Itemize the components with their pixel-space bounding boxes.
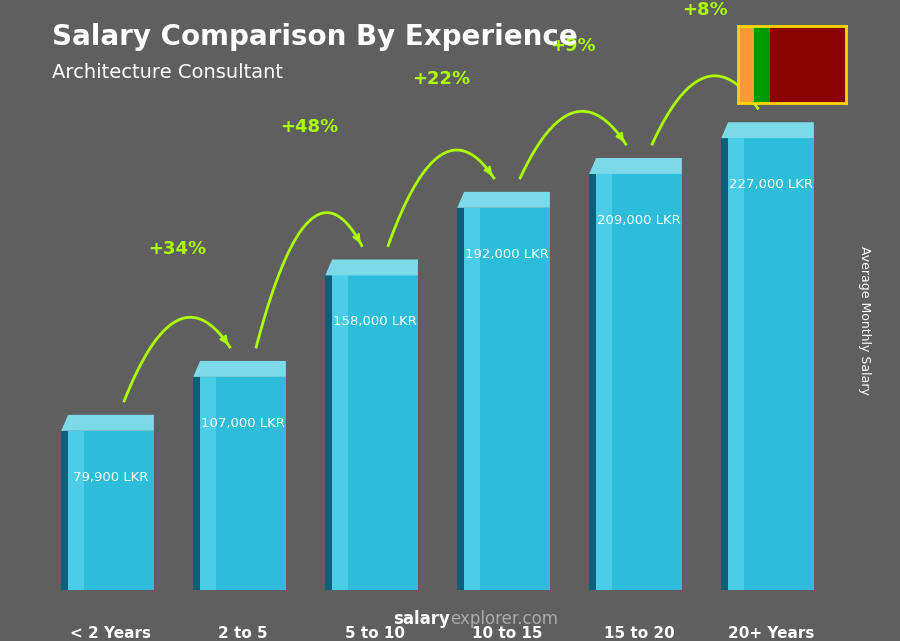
- Text: 227,000 LKR: 227,000 LKR: [729, 178, 813, 191]
- Text: Architecture Consultant: Architecture Consultant: [51, 63, 283, 81]
- Bar: [200, 377, 215, 590]
- Text: 209,000 LKR: 209,000 LKR: [597, 213, 681, 227]
- Bar: [464, 208, 550, 590]
- Text: +8%: +8%: [682, 1, 728, 19]
- Text: 5 to 10: 5 to 10: [345, 626, 405, 640]
- Text: +22%: +22%: [412, 71, 470, 88]
- Text: 192,000 LKR: 192,000 LKR: [465, 247, 549, 260]
- Text: explorer.com: explorer.com: [450, 610, 558, 628]
- Polygon shape: [194, 361, 286, 377]
- Bar: [464, 208, 480, 590]
- Bar: [590, 174, 596, 590]
- Text: 15 to 20: 15 to 20: [604, 626, 674, 640]
- Bar: [721, 138, 728, 590]
- Bar: [68, 431, 84, 590]
- Bar: [325, 276, 332, 590]
- Text: Salary Comparison By Experience: Salary Comparison By Experience: [51, 23, 578, 51]
- Text: 20+ Years: 20+ Years: [728, 626, 814, 640]
- Bar: [738, 26, 754, 103]
- Text: +34%: +34%: [148, 240, 206, 258]
- Bar: [332, 276, 418, 590]
- Bar: [596, 174, 611, 590]
- Bar: [457, 208, 464, 590]
- Polygon shape: [325, 260, 418, 276]
- Bar: [68, 431, 154, 590]
- Text: < 2 Years: < 2 Years: [70, 626, 151, 640]
- Text: 2 to 5: 2 to 5: [218, 626, 268, 640]
- Bar: [194, 377, 200, 590]
- Polygon shape: [590, 158, 682, 174]
- Bar: [728, 138, 743, 590]
- Bar: [596, 174, 682, 590]
- Text: salary: salary: [393, 610, 450, 628]
- Bar: [770, 26, 846, 103]
- Polygon shape: [721, 122, 814, 138]
- Text: 158,000 LKR: 158,000 LKR: [333, 315, 417, 328]
- Text: 10 to 15: 10 to 15: [472, 626, 542, 640]
- Bar: [728, 138, 814, 590]
- Polygon shape: [61, 415, 154, 431]
- Text: 107,000 LKR: 107,000 LKR: [201, 417, 285, 429]
- Bar: [61, 431, 68, 590]
- Text: 79,900 LKR: 79,900 LKR: [73, 470, 148, 483]
- Bar: [200, 377, 286, 590]
- Bar: [754, 26, 770, 103]
- Bar: [332, 276, 347, 590]
- Text: +48%: +48%: [280, 118, 338, 136]
- Text: +9%: +9%: [550, 37, 596, 54]
- Polygon shape: [457, 192, 550, 208]
- Text: Average Monthly Salary: Average Monthly Salary: [858, 246, 870, 395]
